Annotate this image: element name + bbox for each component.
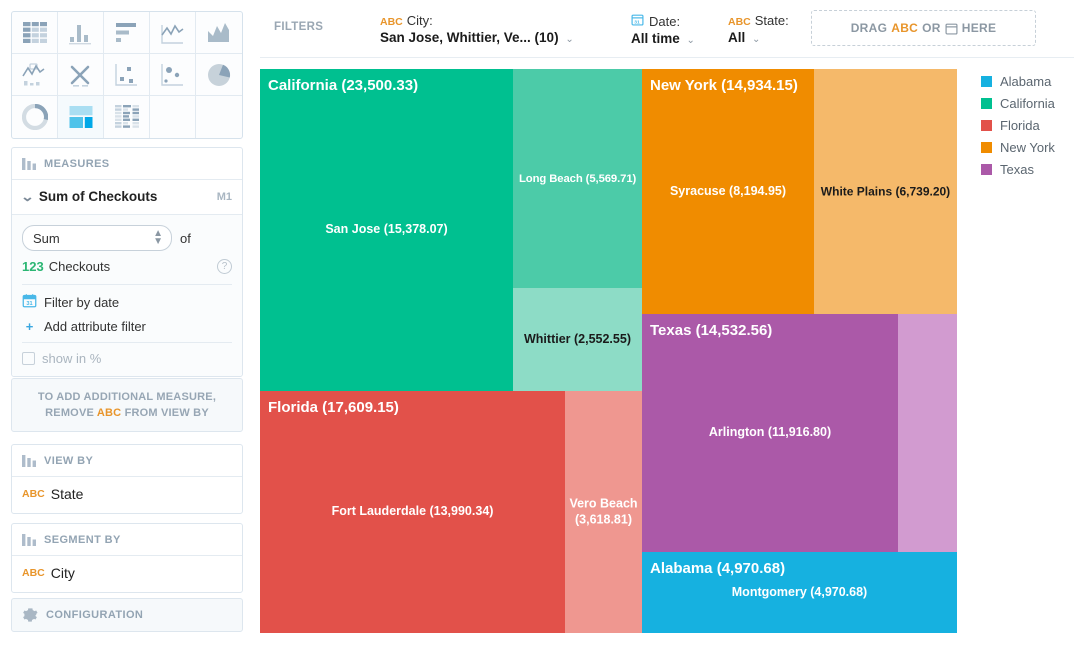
- svg-text:31: 31: [26, 301, 32, 307]
- svg-text:31: 31: [634, 19, 640, 25]
